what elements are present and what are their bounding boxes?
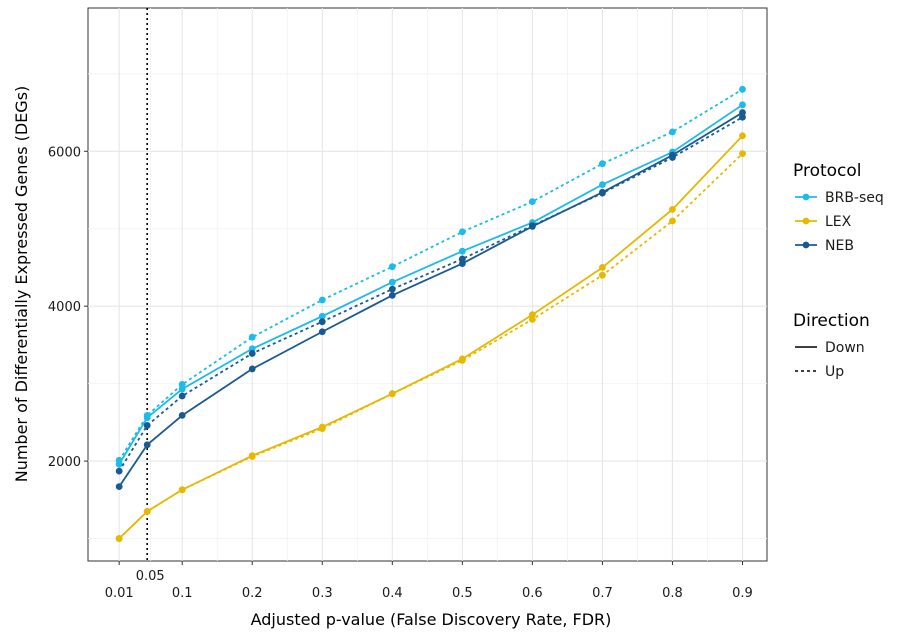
data-point xyxy=(388,278,396,286)
data-point xyxy=(599,264,606,271)
data-point xyxy=(739,109,746,116)
data-point xyxy=(318,328,326,336)
data-point xyxy=(599,160,606,168)
legend-key-point xyxy=(802,241,810,249)
data-point xyxy=(248,345,256,353)
x-tick-label: 0.8 xyxy=(662,586,683,601)
x-tick-label: 0.5 xyxy=(452,586,473,601)
data-point xyxy=(458,228,466,236)
data-point xyxy=(248,333,256,341)
legend-label: NEB xyxy=(825,238,854,254)
series-line-brb-seq-up xyxy=(118,88,743,461)
data-point xyxy=(528,315,536,323)
data-point xyxy=(669,217,676,225)
y-tick-label: 4000 xyxy=(48,300,81,315)
data-point xyxy=(115,467,123,475)
data-point xyxy=(115,483,123,491)
series-line-lex-up xyxy=(118,152,744,540)
x-tick-label: 0.4 xyxy=(382,586,403,601)
x-tick-label: 0.1 xyxy=(172,586,193,601)
data-point xyxy=(458,260,466,267)
legend-key-point xyxy=(802,193,810,201)
data-point xyxy=(739,101,746,109)
legend-direction-entries: Down Up xyxy=(795,340,865,380)
data-point xyxy=(599,181,606,188)
data-point xyxy=(318,318,326,326)
y-tick-label: 2000 xyxy=(48,455,81,470)
data-point xyxy=(143,422,151,429)
legend-protocol-entries: BRB-seq LEX NEB xyxy=(795,190,884,254)
data-point xyxy=(458,247,466,255)
x-axis-title: Adjusted p-value (False Discovery Rate, … xyxy=(251,610,612,629)
x-tick-label: 0.2 xyxy=(242,586,263,601)
data-point xyxy=(143,508,151,515)
data-point xyxy=(248,350,256,357)
data-point xyxy=(739,85,746,93)
data-point xyxy=(669,128,676,136)
x-tick-label: 0.3 xyxy=(312,586,333,601)
data-point xyxy=(739,113,746,121)
x-tick-labels: 0.01 0.1 0.2 0.3 0.4 0.5 0.6 0.7 0.8 0.9 0.05 xyxy=(105,561,753,601)
data-point xyxy=(318,296,326,304)
data-point xyxy=(599,189,606,197)
y-tick-labels: 2000 4000 6000 xyxy=(48,145,88,470)
data-point xyxy=(528,222,536,230)
data-point xyxy=(739,150,746,158)
grid-minor xyxy=(88,8,767,561)
data-point xyxy=(388,291,396,299)
x-tick-label: 0.01 xyxy=(105,586,134,601)
legend-label: BRB-seq xyxy=(825,190,884,206)
series-line-neb-up xyxy=(118,116,743,472)
data-point xyxy=(318,312,326,320)
series-layer xyxy=(115,85,746,542)
data-point xyxy=(178,381,186,388)
legend-title-direction: Direction xyxy=(793,311,870,331)
data-point xyxy=(178,486,186,494)
data-point xyxy=(528,311,536,319)
data-point xyxy=(388,390,396,398)
legend-title-protocol: Protocol xyxy=(793,161,862,181)
data-point xyxy=(143,441,151,449)
legend: Protocol BRB-seq LEX NEB Direction Down Up xyxy=(793,161,884,380)
data-point xyxy=(248,365,256,373)
data-point xyxy=(318,425,326,432)
x-tick-label: 0.6 xyxy=(522,586,543,601)
data-point xyxy=(458,357,466,364)
data-point xyxy=(669,205,676,213)
legend-label: Down xyxy=(825,340,865,356)
data-point xyxy=(248,453,256,460)
x-tick-label: 0.7 xyxy=(592,586,613,601)
data-point xyxy=(115,535,123,542)
legend-key-point xyxy=(802,217,810,225)
data-point xyxy=(178,411,186,419)
data-point xyxy=(599,271,606,279)
data-point xyxy=(458,255,466,263)
y-axis-title: Number of Differentially Expressed Genes… xyxy=(12,86,31,483)
y-tick-label: 6000 xyxy=(48,145,81,160)
x-tick-label: 0.9 xyxy=(732,586,753,601)
data-point xyxy=(669,154,676,161)
data-point xyxy=(115,456,123,464)
legend-label: LEX xyxy=(825,214,852,230)
data-point xyxy=(388,263,396,271)
data-point xyxy=(143,411,151,419)
data-point xyxy=(528,198,536,206)
data-point xyxy=(388,285,396,293)
legend-label: Up xyxy=(825,364,844,380)
threshold-label: 0.05 xyxy=(136,569,165,584)
data-point xyxy=(739,132,746,140)
data-point xyxy=(178,392,186,400)
data-point xyxy=(178,385,186,393)
